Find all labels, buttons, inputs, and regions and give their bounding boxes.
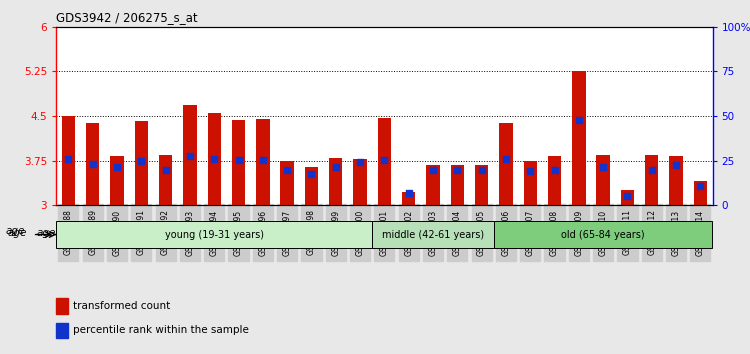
Point <box>524 169 536 174</box>
Point <box>256 157 268 163</box>
Bar <box>669 156 682 205</box>
Point <box>622 194 634 199</box>
Bar <box>329 158 343 205</box>
Bar <box>135 121 148 205</box>
Bar <box>475 165 488 205</box>
Bar <box>596 155 610 205</box>
Text: age: age <box>37 228 56 238</box>
Text: young (19-31 years): young (19-31 years) <box>165 229 264 240</box>
Point <box>209 156 220 162</box>
Bar <box>645 155 658 205</box>
Bar <box>378 118 391 205</box>
Text: percentile rank within the sample: percentile rank within the sample <box>73 325 248 336</box>
Bar <box>208 113 221 205</box>
Bar <box>372 221 494 248</box>
Bar <box>304 167 318 205</box>
Point <box>403 190 415 196</box>
Point <box>694 183 706 188</box>
Text: GDS3942 / 206275_s_at: GDS3942 / 206275_s_at <box>56 11 198 24</box>
Point <box>62 156 74 162</box>
Bar <box>159 155 172 205</box>
Bar <box>183 105 196 205</box>
Bar <box>232 120 245 205</box>
Text: age: age <box>8 228 27 238</box>
Bar <box>694 182 707 205</box>
Bar <box>280 161 294 205</box>
Point <box>354 159 366 165</box>
Bar <box>86 123 100 205</box>
Point <box>330 164 342 170</box>
Text: age: age <box>6 226 26 236</box>
Point <box>476 167 488 172</box>
Point <box>646 167 658 172</box>
Point <box>378 157 390 163</box>
Bar <box>548 156 561 205</box>
Point <box>184 153 196 159</box>
Point <box>305 171 317 177</box>
Point <box>573 117 585 123</box>
Bar <box>572 71 586 205</box>
Point <box>427 167 439 172</box>
Point <box>597 164 609 170</box>
Point <box>87 161 99 166</box>
Bar <box>56 221 372 248</box>
Point <box>452 167 464 172</box>
Point <box>500 156 512 162</box>
Bar <box>56 322 68 338</box>
Point <box>670 162 682 168</box>
Bar <box>451 165 464 205</box>
Bar <box>62 116 75 205</box>
Text: old (65-84 years): old (65-84 years) <box>561 229 645 240</box>
Bar <box>500 123 512 205</box>
Point <box>232 157 244 163</box>
Bar <box>353 159 367 205</box>
Bar <box>621 190 634 205</box>
Text: middle (42-61 years): middle (42-61 years) <box>382 229 484 240</box>
Bar <box>256 119 269 205</box>
Point <box>281 167 293 173</box>
Bar <box>426 165 439 205</box>
Bar <box>110 156 124 205</box>
Point <box>160 167 172 172</box>
Point <box>111 164 123 170</box>
Point <box>135 158 147 164</box>
Bar <box>56 298 68 314</box>
Text: transformed count: transformed count <box>73 301 170 311</box>
Bar <box>524 161 537 205</box>
Bar <box>402 192 416 205</box>
Bar <box>494 221 712 248</box>
Point <box>548 167 560 172</box>
